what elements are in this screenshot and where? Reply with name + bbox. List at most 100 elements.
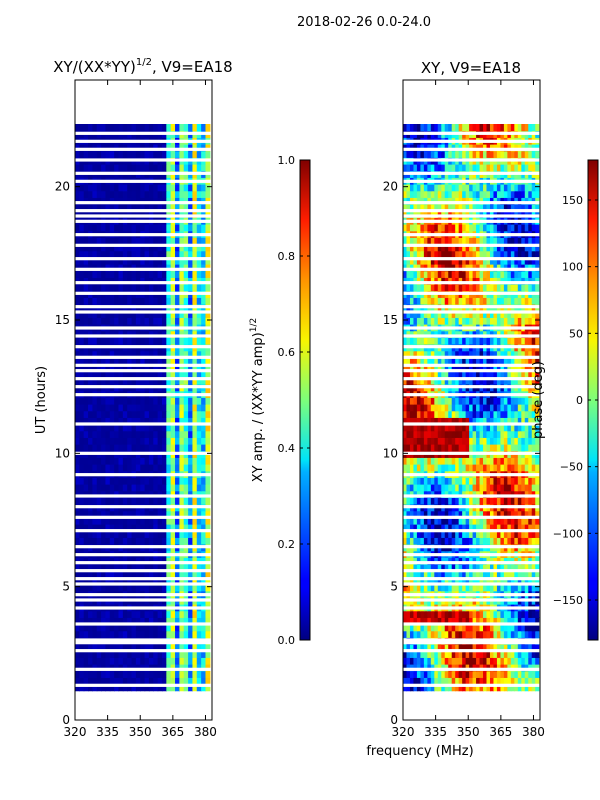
heatmap-cell (510, 417, 515, 425)
heatmap-cell (131, 397, 137, 405)
heatmap-cell (161, 484, 167, 492)
heatmap-cell (531, 477, 536, 485)
heatmap-cell (196, 397, 202, 405)
heatmap-cell (83, 484, 89, 492)
heatmap-cell (153, 537, 159, 545)
heatmap-cell (416, 404, 421, 412)
heatmap-cell (140, 237, 146, 245)
heatmap-cell (476, 517, 481, 525)
heatmap-cell (101, 624, 107, 632)
heatmap-cell (153, 284, 159, 292)
heatmap-cell (517, 397, 522, 405)
heatmap-cell (403, 664, 408, 672)
heatmap-cell (423, 517, 428, 525)
heatmap-cell (188, 430, 194, 438)
heatmap-cell (148, 190, 154, 198)
heatmap-cell (493, 510, 498, 518)
heatmap-cell (462, 457, 467, 465)
heatmap-cell (201, 397, 207, 405)
heatmap-cell (96, 250, 102, 258)
heatmap-cell (462, 537, 467, 545)
gap-row (75, 598, 212, 602)
heatmap-cell (166, 224, 172, 232)
heatmap-cell (175, 437, 180, 445)
heatmap-cell (166, 237, 172, 245)
heatmap-cell (109, 610, 115, 618)
heatmap-cell (434, 357, 439, 365)
heatmap-cell (451, 337, 456, 345)
heatmap-cell (493, 584, 498, 592)
heatmap-cell (531, 484, 536, 492)
heatmap-cell (514, 404, 519, 412)
heatmap-cell (472, 457, 477, 465)
heatmap-cell (420, 524, 425, 532)
heatmap-cell (510, 650, 515, 658)
heatmap-cell (183, 317, 189, 325)
heatmap-cell (83, 370, 89, 378)
heatmap-cell (92, 364, 98, 372)
heatmap-cell (83, 410, 89, 418)
heatmap-cell (458, 457, 463, 465)
heatmap-cell (441, 650, 446, 658)
heatmap-cell (188, 270, 194, 278)
heatmap-cell (451, 570, 456, 578)
heatmap-cell (500, 530, 505, 538)
heatmap-cell (201, 357, 207, 365)
heatmap-cell (479, 530, 484, 538)
heatmap-cell (153, 564, 159, 572)
heatmap-cell (434, 497, 439, 505)
heatmap-cell (101, 484, 107, 492)
heatmap-cell (479, 510, 484, 518)
heatmap-cell (458, 410, 463, 418)
heatmap-cell (528, 684, 533, 692)
heatmap-cell (510, 404, 515, 412)
heatmap-cell (83, 250, 89, 258)
heatmap-cell (406, 330, 411, 338)
heatmap-cell (476, 444, 481, 452)
heatmap-cell (462, 337, 467, 345)
heatmap-cell (535, 657, 540, 665)
heatmap-cell (79, 570, 85, 578)
heatmap-cell (170, 570, 176, 578)
heatmap-cell (188, 350, 194, 358)
heatmap-cell (409, 430, 415, 438)
heatmap-cell (153, 150, 159, 158)
heatmap-cell (179, 424, 185, 432)
heatmap-cell (166, 570, 172, 578)
heatmap-cell (96, 410, 102, 418)
heatmap-cell (92, 144, 98, 152)
heatmap-cell (472, 417, 477, 425)
heatmap-cell (166, 537, 172, 545)
heatmap-cell (486, 417, 491, 425)
heatmap-cell (127, 197, 133, 205)
heatmap-cell (109, 270, 115, 278)
heatmap-cell (413, 584, 418, 592)
heatmap-cell (96, 644, 102, 652)
heatmap-cell (427, 417, 432, 425)
heatmap-cell (96, 610, 102, 618)
heatmap-cell (79, 370, 85, 378)
heatmap-cell (510, 477, 515, 485)
heatmap-cell (105, 337, 111, 345)
heatmap-cell (500, 377, 505, 385)
heatmap-cell (455, 524, 460, 532)
heatmap-cell (101, 537, 107, 545)
heatmap-cell (416, 464, 421, 472)
heatmap-cell (201, 124, 207, 132)
heatmap-cell (430, 464, 435, 472)
heatmap-cell (472, 490, 477, 498)
heatmap-cell (409, 644, 415, 652)
heatmap-cell (166, 630, 172, 638)
heatmap-cell (83, 464, 89, 472)
heatmap-cell (92, 584, 98, 592)
heatmap-cell (192, 164, 198, 172)
heatmap-cell (476, 664, 481, 672)
heatmap-cell (455, 464, 460, 472)
heatmap-cell (114, 270, 120, 278)
heatmap-cell (109, 577, 115, 585)
heatmap-cell (507, 664, 512, 672)
heatmap-cell (183, 444, 189, 452)
heatmap-cell (79, 397, 85, 405)
heatmap-cell (514, 410, 519, 418)
heatmap-cell (75, 477, 80, 485)
